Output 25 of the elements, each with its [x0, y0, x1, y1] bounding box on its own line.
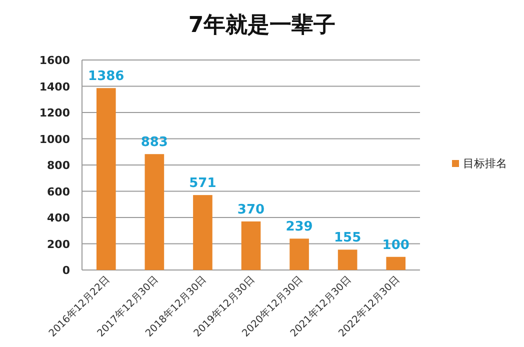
y-tick-label: 600	[47, 185, 70, 198]
data-label: 883	[140, 135, 168, 150]
bar	[241, 221, 261, 270]
y-tick-label: 0	[62, 264, 70, 277]
chart-title: 7年就是一辈子	[188, 13, 336, 38]
y-tick-label: 1400	[39, 80, 70, 94]
data-label: 100	[382, 238, 410, 253]
bar	[290, 238, 309, 270]
y-tick-label: 1600	[39, 54, 70, 67]
legend-label: 目标排名	[463, 157, 507, 170]
bar	[96, 88, 116, 270]
y-tick-label: 400	[47, 212, 70, 224]
data-label: 1386	[88, 69, 124, 84]
data-label: 571	[189, 176, 216, 192]
y-tick-label: 200	[47, 238, 70, 251]
y-tick-label: 800	[47, 159, 70, 172]
bar	[144, 154, 164, 270]
bar	[386, 256, 406, 270]
data-label: 370	[237, 202, 265, 218]
y-tick-label: 1200	[39, 106, 70, 120]
data-label: 155	[334, 230, 362, 246]
y-tick-label: 1000	[39, 132, 70, 146]
bar	[338, 250, 358, 270]
bar	[193, 195, 212, 270]
data-label: 239	[286, 220, 313, 235]
